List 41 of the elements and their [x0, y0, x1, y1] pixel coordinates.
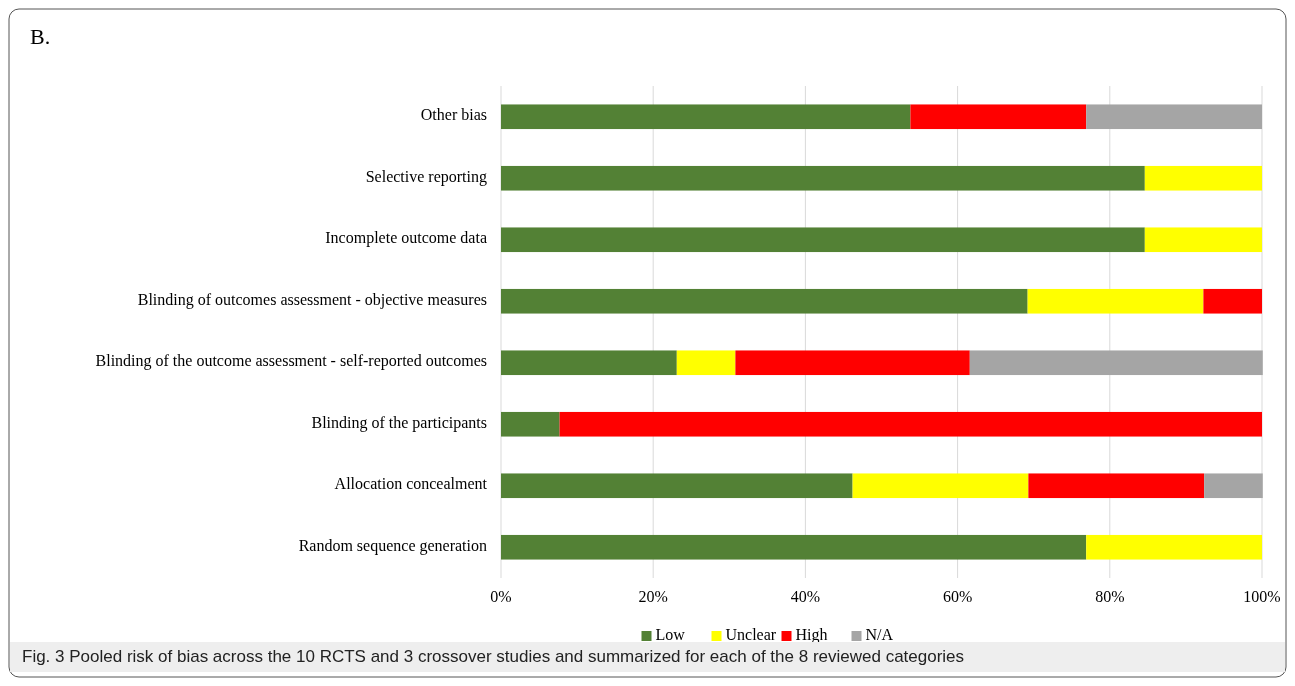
bar: [501, 288, 1028, 314]
y-tick-label: Blinding of outcomes assessment - objective measures: [137, 290, 487, 309]
y-tick-label: Allocation concealment: [334, 475, 488, 493]
bar: [676, 350, 736, 376]
bar: [501, 411, 560, 437]
bar: [735, 350, 970, 376]
y-tick-label: Blinding of the outcome assessment - self-reported outcomes: [95, 352, 487, 371]
x-tick-label: 100%: [1243, 588, 1281, 605]
legend-label: Unclear: [725, 625, 777, 643]
x-tick-label: 40%: [790, 588, 821, 605]
caption: Fig. 3 Pooled risk of bias across the 10 RCTS and 3 crossover studies and summarized for each of the 8 reviewed categories: [22, 647, 965, 666]
bar: [1144, 165, 1262, 191]
bar: [969, 350, 1263, 376]
y-tick-label: Incomplete outcome data: [325, 229, 487, 248]
x-tick-label: 60%: [942, 588, 973, 605]
bar: [1086, 534, 1262, 560]
y-tick-label: Blinding of the participants: [311, 413, 487, 432]
bar: [501, 473, 853, 499]
bar: [559, 411, 1262, 437]
bar: [1144, 227, 1262, 253]
bar: [501, 104, 911, 130]
bar: [1086, 104, 1262, 130]
bar: [1027, 288, 1204, 314]
x-tick-label: 0%: [490, 588, 512, 605]
x-tick-label: 20%: [638, 588, 668, 605]
y-tick-label: Selective reporting: [365, 167, 487, 186]
bar: [501, 227, 1145, 253]
legend-label: N/A: [865, 625, 894, 643]
bar: [1028, 473, 1205, 499]
bar: [501, 534, 1087, 560]
bar: [852, 473, 1029, 499]
bar: [910, 104, 1087, 130]
x-tick-label: 80%: [1095, 588, 1125, 605]
bar: [1203, 288, 1262, 314]
bar: [501, 350, 677, 376]
y-tick-label: Random sequence generation: [298, 536, 487, 555]
text: B.: [30, 24, 51, 49]
y-tick-label: Other bias: [420, 106, 487, 124]
legend-label: Low: [655, 625, 686, 643]
bar: [1204, 473, 1263, 499]
bar: [501, 165, 1145, 191]
